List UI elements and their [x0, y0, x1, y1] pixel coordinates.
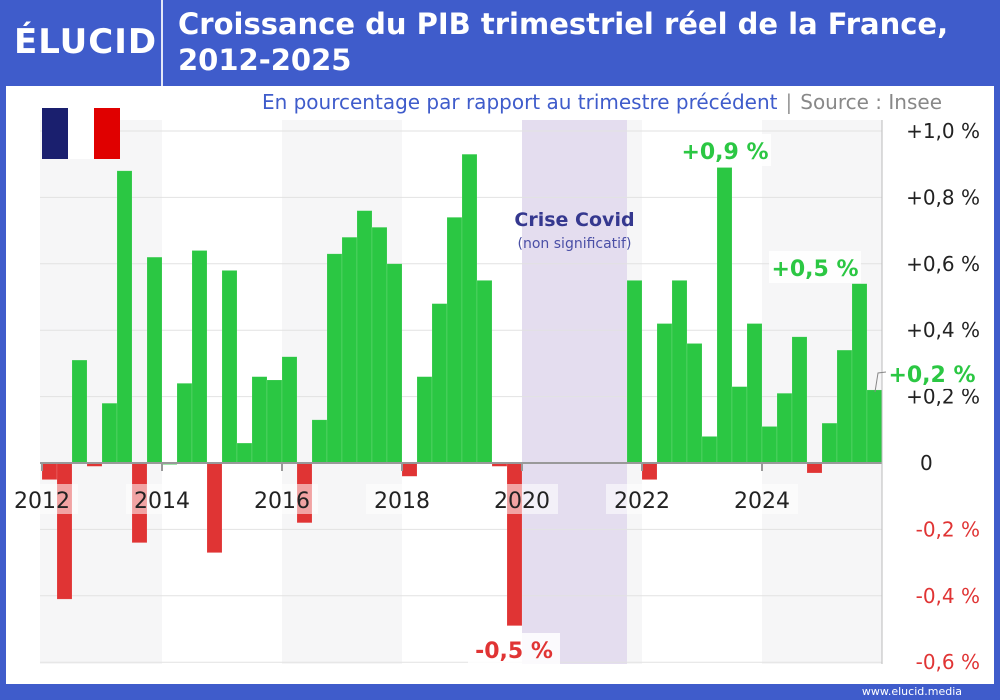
annotation-bg: [886, 357, 978, 389]
annotation-bg: [679, 134, 771, 166]
y-tick-label: +0,8 %: [906, 185, 980, 209]
bar: [236, 442, 253, 464]
x-tick-label: 2024: [734, 489, 790, 514]
x-tick-label-bg: [126, 484, 198, 514]
bar: [371, 227, 388, 464]
y-tick-label: -0,4 %: [916, 584, 980, 608]
covid-note: (non significatif): [518, 236, 632, 252]
bar: [806, 462, 823, 474]
x-tick-label: 2012: [14, 489, 70, 514]
footer-url: www.elucid.media: [861, 685, 962, 698]
y-tick-label: +0,4 %: [906, 318, 980, 342]
bar: [731, 386, 748, 464]
bar: [461, 153, 478, 464]
x-tick-label-bg: [366, 484, 438, 514]
subtitle-text: En pourcentage par rapport au trimestre …: [261, 90, 778, 114]
x-tick-label-bg: [6, 484, 78, 514]
x-tick-label: 2018: [374, 489, 430, 514]
bar: [356, 210, 373, 464]
bar: [386, 263, 403, 464]
annotation-bg: [769, 251, 861, 283]
bar: [716, 167, 733, 464]
x-tick-label-bg: [246, 484, 318, 514]
annotation-bg: [468, 633, 560, 665]
y-tick-label: +0,6 %: [906, 252, 980, 276]
bar: [401, 462, 418, 477]
bar: [71, 359, 88, 464]
y-tick-label: +1,0 %: [906, 119, 980, 143]
header: ÉLUCID Croissance du PIB trimestriel rée…: [0, 0, 1000, 86]
x-tick-label: 2016: [254, 489, 310, 514]
bar: [326, 253, 343, 464]
covid-band: [522, 120, 627, 664]
bar: [431, 303, 448, 464]
bar: [701, 436, 718, 464]
annotation-leader: [874, 371, 887, 393]
bar: [686, 343, 703, 464]
x-tick-label-bg: [486, 484, 558, 514]
y-tick-label: -0,2 %: [916, 517, 980, 541]
elucid-logo: ÉLUCID: [14, 22, 158, 62]
bar: [866, 389, 883, 464]
divider: [161, 0, 163, 86]
data-label: -0,5 %: [475, 639, 553, 664]
data-label: +0,5 %: [771, 257, 858, 282]
x-tick-label-bg: [726, 484, 798, 514]
bar: [191, 250, 208, 464]
bar: [446, 217, 463, 464]
bar: [221, 270, 238, 464]
bar: [776, 393, 793, 464]
bar: [626, 280, 643, 464]
bar: [641, 462, 658, 480]
data-label: +0,2 %: [888, 363, 975, 388]
bar: [251, 376, 268, 464]
covid-label: Crise Covid: [514, 209, 634, 231]
x-tick-label-bg: [606, 484, 678, 514]
bar: [206, 462, 223, 553]
flag-white: [68, 108, 94, 159]
data-label: +0,9 %: [681, 140, 768, 165]
bar: [341, 236, 358, 464]
bar: [656, 323, 673, 464]
bar: [821, 422, 838, 464]
bar: [311, 419, 328, 464]
bar: [671, 280, 688, 464]
bar: [761, 426, 778, 464]
subtitle-separator: |: [785, 90, 793, 114]
bar: [56, 462, 73, 600]
x-tick-label: 2020: [494, 489, 550, 514]
bar: [176, 383, 193, 464]
x-tick-label: 2014: [134, 489, 190, 514]
bar: [791, 336, 808, 464]
y-tick-label: 0: [920, 451, 933, 475]
bar: [41, 462, 58, 480]
page-title: Croissance du PIB trimestriel réel de la…: [178, 7, 949, 77]
bar: [266, 379, 283, 464]
bar: [416, 376, 433, 464]
bar: [101, 402, 118, 464]
bar: [281, 356, 298, 464]
subtitle: En pourcentage par rapport au trimestre …: [262, 90, 942, 114]
bar: [476, 280, 493, 464]
bar: [851, 283, 868, 464]
flag-red: [94, 108, 120, 159]
bar: [116, 170, 133, 464]
france-flag-icon: [42, 108, 120, 159]
y-tick-label: -0,6 %: [916, 650, 980, 674]
source: Source : Insee: [800, 90, 942, 114]
bar: [146, 256, 163, 464]
bar: [836, 349, 853, 464]
flag-blue: [42, 108, 68, 159]
x-tick-label: 2022: [614, 489, 670, 514]
bar: [746, 323, 763, 464]
